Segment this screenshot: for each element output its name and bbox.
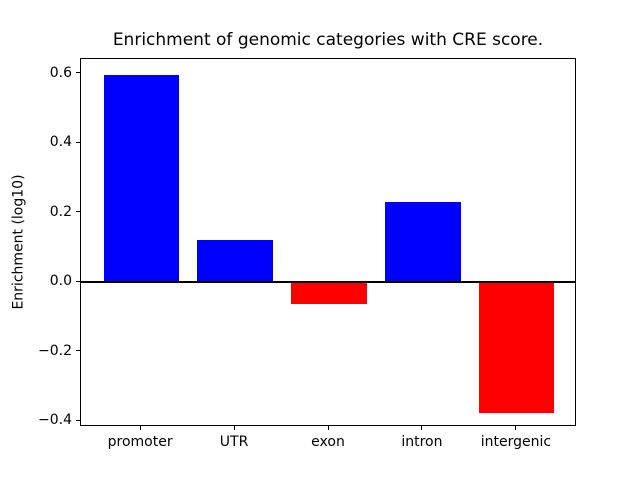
- bar-promoter: [103, 75, 179, 283]
- y-axis-label-wrap: Enrichment (log10): [0, 58, 38, 426]
- y-tick-label-−0.4: −0.4: [38, 412, 72, 429]
- x-tick-label-UTR: UTR: [219, 434, 249, 450]
- y-tick-mark: [76, 211, 80, 213]
- x-tick-label-intergenic: intergenic: [480, 434, 552, 450]
- y-tick-label-0.2: 0.2: [49, 203, 72, 220]
- x-tick-mark: [233, 426, 235, 430]
- y-tick-label-−0.2: −0.2: [38, 342, 72, 359]
- y-tick-mark: [76, 419, 80, 421]
- x-tick-mark: [327, 426, 329, 430]
- y-tick-mark: [76, 141, 80, 143]
- x-tick-label-promoter: promoter: [107, 434, 173, 450]
- bar-exon: [291, 282, 367, 305]
- x-tick-label-exon: exon: [311, 434, 345, 450]
- plot-area: [80, 58, 576, 426]
- x-tick-mark: [421, 426, 423, 430]
- x-tick-mark: [515, 426, 517, 430]
- bar-UTR: [197, 240, 273, 283]
- x-tick-label-intron: intron: [401, 434, 443, 450]
- y-tick-mark: [76, 72, 80, 74]
- y-tick-mark: [76, 280, 80, 282]
- y-tick-label-0.0: 0.0: [49, 273, 72, 290]
- bar-intergenic: [479, 282, 555, 414]
- y-tick-mark: [76, 350, 80, 352]
- x-tick-mark: [139, 426, 141, 430]
- zero-line: [81, 280, 575, 284]
- y-tick-label-0.4: 0.4: [49, 134, 72, 151]
- y-tick-label-0.6: 0.6: [49, 64, 72, 81]
- bar-intron: [385, 202, 461, 283]
- chart-title: Enrichment of genomic categories with CR…: [112, 30, 544, 50]
